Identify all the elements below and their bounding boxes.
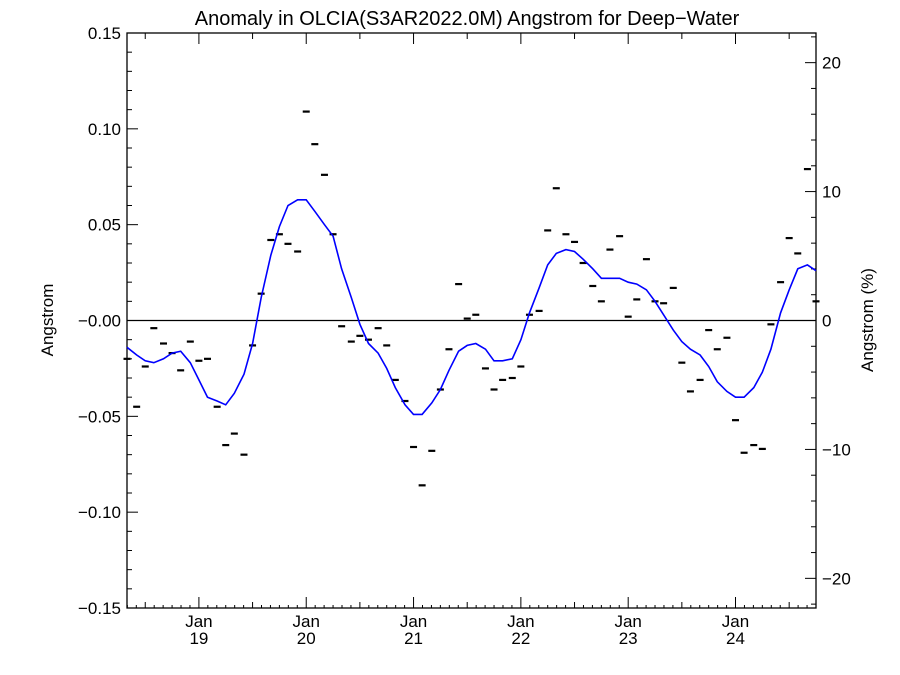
x-tick-label-year: 22	[511, 629, 530, 648]
x-tick-label-month: Jan	[185, 612, 212, 631]
y-tick-label: −0.15	[78, 599, 121, 618]
y-tick-label: 0.15	[88, 24, 121, 43]
y-axis-label: Angstrom	[38, 284, 57, 357]
x-tick-label-year: 19	[189, 629, 208, 648]
x-tick-label-month: Jan	[614, 612, 641, 631]
chart-title: Anomaly in OLCIA(S3AR2022.0M) Angstrom f…	[195, 8, 740, 30]
y-right-tick-label: 20	[822, 54, 841, 73]
y-tick-label: −0.05	[78, 407, 121, 426]
x-tick-label-month: Jan	[722, 612, 749, 631]
y-axis-label-right: Angstrom (%)	[858, 268, 877, 372]
y-right-tick-label: −20	[822, 569, 851, 588]
y-right-tick-label: −10	[822, 440, 851, 459]
y-tick-label: −0.00	[78, 312, 121, 331]
y-tick-label: 0.10	[88, 120, 121, 139]
x-tick-label-month: Jan	[400, 612, 427, 631]
series-line	[126, 199, 817, 416]
y-tick-label: 0.05	[88, 216, 121, 235]
x-tick-label-month: Jan	[293, 612, 320, 631]
y-tick-label: −0.10	[78, 503, 121, 522]
x-tick-label-year: 21	[404, 629, 423, 648]
x-tick-label-month: Jan	[507, 612, 534, 631]
x-tick-label-year: 23	[619, 629, 638, 648]
y-right-tick-label: 0	[822, 312, 831, 331]
x-tick-label-year: 24	[726, 629, 745, 648]
x-tick-label-year: 20	[297, 629, 316, 648]
y-right-tick-label: 10	[822, 183, 841, 202]
